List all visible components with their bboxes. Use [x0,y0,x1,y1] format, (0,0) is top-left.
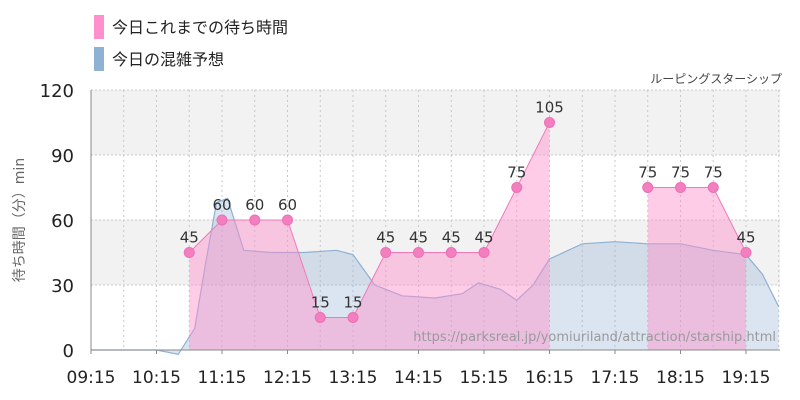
x-tick-label: 12:15 [263,368,312,388]
wait-time-data-label: 75 [671,164,690,182]
x-tick-label: 09:15 [67,368,116,388]
x-tick-label: 18:15 [656,368,705,388]
grid-band [91,90,780,155]
forecast-series [91,197,780,355]
wait-time-point [413,247,424,258]
wait-time-data-label: 60 [245,196,264,214]
x-tick-label: 15:15 [460,368,509,388]
source-url: https://parksreal.jp/yomiuriland/attract… [413,330,776,345]
wait-time-area [647,187,746,350]
wait-time-data-label: 105 [535,99,564,117]
wait-time-line [647,187,747,253]
wait-time-data-label: 75 [507,164,526,182]
wait-time-point [183,247,195,258]
x-tick-label: 14:15 [394,368,443,388]
x-tick-label: 16:15 [525,368,574,388]
wait-time-point [675,182,686,193]
wait-time-point [282,214,293,226]
x-tick-label: 13:15 [329,368,378,388]
y-axis-label: 待ち時間（分）min [12,158,28,282]
wait-time-point [347,312,359,323]
y-tick-label: 30 [51,276,74,297]
x-tick-label: 10:15 [132,368,181,388]
wait-time-data-label: 45 [376,229,395,247]
wait-time-point [314,312,326,323]
wait-time-point [511,182,523,193]
wait-time-area [189,122,550,350]
grid-band [91,285,780,350]
wait-time-point [445,247,457,258]
wait-time-data-label: 45 [474,229,493,247]
data-labels: 45 60 60 60 15 15 45 45 45 45 75 105 75 75 75 45 [180,99,756,312]
forecast-area [91,198,779,355]
wait-time-data-label: 45 [736,229,755,247]
x-tick-label: 17:15 [591,368,640,388]
wait-time-point [707,182,719,193]
wait-time-point [249,214,261,226]
wait-time-data-label: 15 [343,294,362,312]
attraction-name: ルーピングスターシップ [650,72,782,86]
wait-time-point [478,247,490,258]
axis-ticks: 0 30 60 90 120 09:15 10:15 11:15 12:15 13:15 14:15… [40,81,771,388]
legend-label-wait-time: 今日これまでの待ち時間 [112,18,288,37]
wait-time-point [216,214,228,226]
wait-time-point [740,247,752,258]
legend-swatch-wait-time [94,15,104,39]
wait-time-data-label: 15 [311,294,330,312]
y-tick-label: 0 [63,341,74,362]
wait-time-point [642,182,654,193]
wait-time-data-label: 60 [212,196,231,214]
wait-time-data-label: 45 [409,229,428,247]
wait-time-data-label: 45 [442,229,461,247]
wait-time-series [183,117,752,350]
wait-time-data-label: 60 [278,196,297,214]
forecast-line [91,197,780,355]
x-tick-label: 19:15 [722,368,771,388]
wait-time-point [544,117,555,128]
legend-swatch-forecast [94,47,104,71]
wait-time-data-label: 75 [704,164,723,182]
y-tick-label: 120 [40,81,74,102]
y-tick-label: 90 [51,146,74,167]
wait-time-point [380,247,392,258]
y-tick-label: 60 [51,211,74,232]
wait-time-data-label: 75 [638,164,657,182]
x-tick-label: 11:15 [198,368,247,388]
wait-time-data-label: 45 [180,229,199,247]
plot-axes [90,90,780,351]
legend-label-forecast: 今日の混雑予想 [112,50,224,69]
